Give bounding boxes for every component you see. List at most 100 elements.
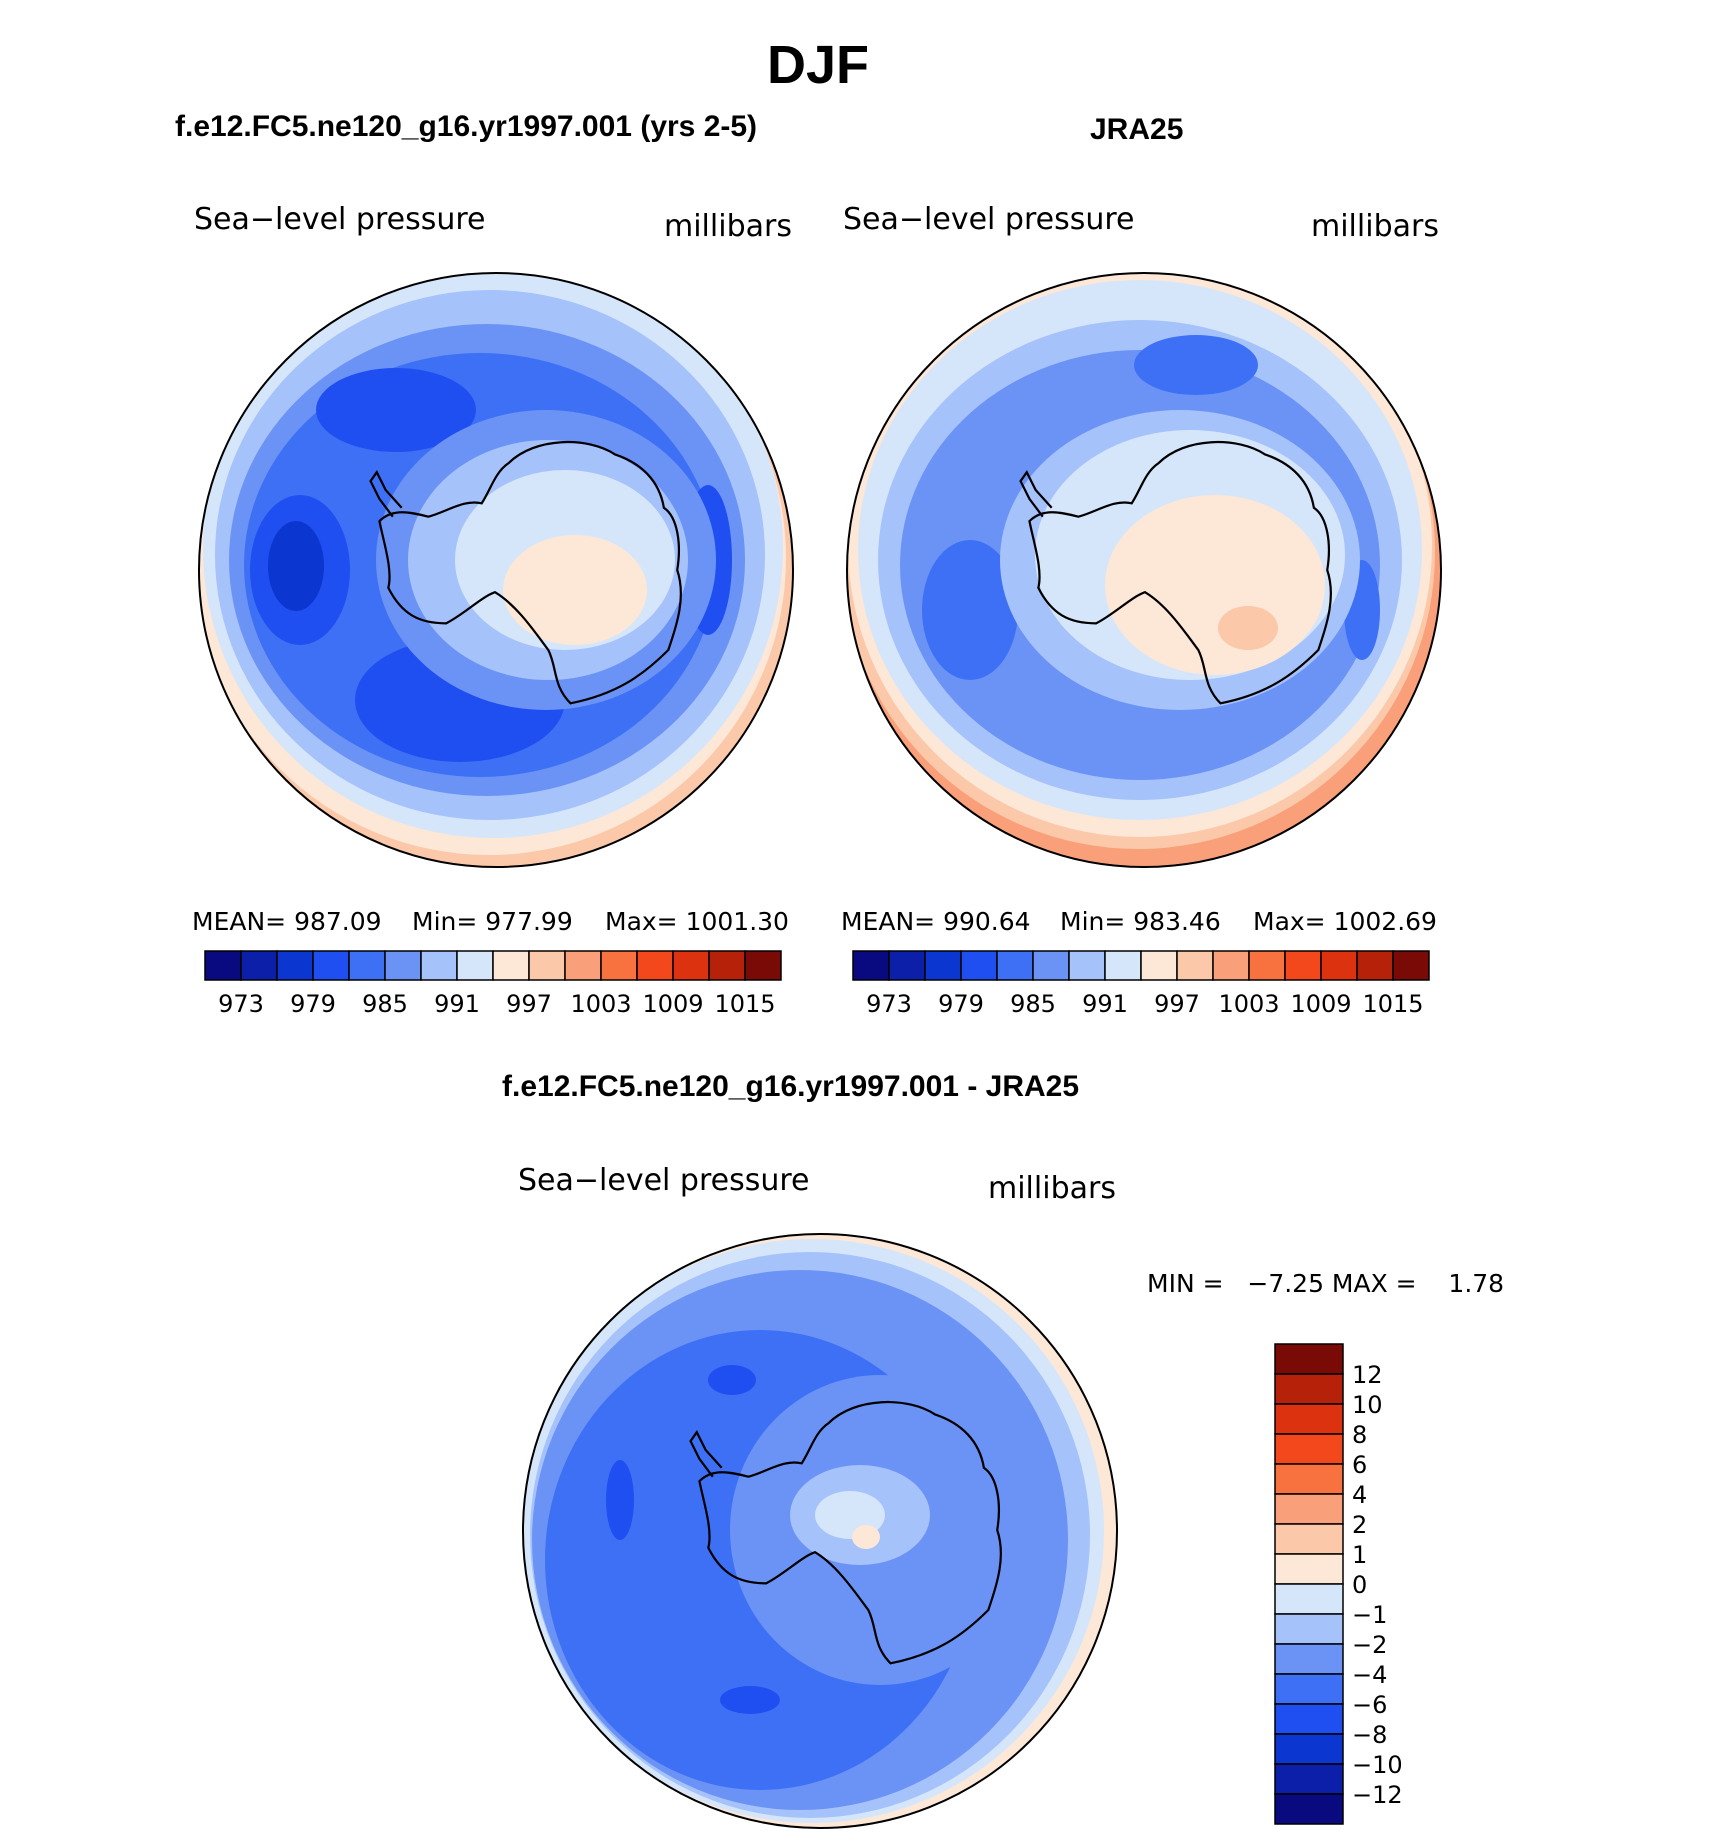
colorbar-swatch [1274,1433,1344,1465]
colorbar-swatch [204,950,242,981]
colorbar-swatch [240,950,278,981]
model-min-stat: Min= 977.99 [412,907,573,936]
colorbar-swatch [1274,1673,1344,1705]
colorbar-tick-label: −4 [1352,1661,1387,1689]
obs-units-label: millibars [1311,209,1439,244]
colorbar-tick-label: 4 [1352,1481,1367,1509]
colorbar-tick-label: 991 [434,990,480,1018]
colorbar-swatch [1392,950,1430,981]
colorbar-swatch [708,950,746,981]
colorbar-swatch [492,950,530,981]
colorbar-tick-label: 1003 [1218,990,1279,1018]
colorbar-tick-label: 2 [1352,1511,1367,1539]
colorbar-tick-label: −10 [1352,1751,1403,1779]
colorbar-swatch [1320,950,1358,981]
colorbar-tick-label: 1015 [714,990,775,1018]
colorbar-swatch [1274,1583,1344,1615]
colorbar-swatch [888,950,926,981]
diff-variable-label: Sea−level pressure [518,1163,810,1198]
obs-colorbar: 973 979 985 991 997 1003 1009 1015 [852,950,1430,1018]
colorbar-swatch [1248,950,1286,981]
colorbar-tick-label: 8 [1352,1421,1367,1449]
colorbar-swatch [1274,1793,1344,1825]
colorbar-swatch [348,950,386,981]
model-variable-label: Sea−level pressure [194,202,486,237]
colorbar-swatch [960,950,998,981]
colorbar-swatch [1274,1463,1344,1495]
colorbar-tick-label: 1009 [1290,990,1351,1018]
colorbar-swatch [852,950,890,981]
colorbar-swatch [564,950,602,981]
colorbar-tick-label: 985 [1010,990,1056,1018]
colorbar-swatch [1032,950,1070,981]
colorbar-swatch [1274,1643,1344,1675]
colorbar-tick-label: 1015 [1362,990,1423,1018]
colorbar-swatch [456,950,494,981]
colorbar-tick-label: 12 [1352,1361,1383,1389]
colorbar-swatch [1104,950,1142,981]
colorbar-tick-label: −8 [1352,1721,1387,1749]
colorbar-swatch [1274,1733,1344,1765]
colorbar-swatch [1284,950,1322,981]
obs-max-stat: Max= 1002.69 [1253,907,1437,936]
model-max-stat: Max= 1001.30 [605,907,789,936]
colorbar-tick-label: 0 [1352,1571,1367,1599]
colorbar-swatch [312,950,350,981]
colorbar-tick-label: 979 [290,990,336,1018]
colorbar-swatch [276,950,314,981]
colorbar-swatch [384,950,422,981]
colorbar-tick-label: 979 [938,990,984,1018]
colorbar-swatch [1274,1703,1344,1735]
colorbar-swatch [1356,950,1394,981]
colorbar-swatch [1274,1523,1344,1555]
colorbar-tick-label: −1 [1352,1601,1387,1629]
colorbar-tick-label: −2 [1352,1631,1387,1659]
diff-map-outline [522,1233,1118,1829]
colorbar-swatch [1140,950,1178,981]
colorbar-tick-label: 6 [1352,1451,1367,1479]
colorbar-tick-label: −6 [1352,1691,1387,1719]
model-panel-title: f.e12.FC5.ne120_g16.yr1997.001 (yrs 2-5) [175,110,758,143]
colorbar-swatch [1212,950,1250,981]
obs-min-stat: Min= 983.46 [1060,907,1221,936]
colorbar-tick-label: 985 [362,990,408,1018]
colorbar-tick-label: 997 [1154,990,1200,1018]
model-map-outline [198,272,794,868]
colorbar-swatch [1274,1763,1344,1795]
diff-map [523,1234,1117,1828]
obs-map [847,273,1441,867]
model-colorbar: 973 979 985 991 997 1003 1009 1015 [204,950,782,1018]
colorbar-swatch [528,950,566,981]
model-units-label: millibars [664,209,792,244]
colorbar-tick-label: 1009 [642,990,703,1018]
colorbar-swatch [1274,1373,1344,1405]
colorbar-swatch [996,950,1034,981]
colorbar-swatch [1274,1493,1344,1525]
colorbar-swatch [744,950,782,981]
diff-panel-title: f.e12.FC5.ne120_g16.yr1997.001 - JRA25 [502,1070,1080,1103]
colorbar-swatch [1274,1343,1344,1375]
model-map [199,273,793,867]
colorbar-tick-label: 1003 [570,990,631,1018]
colorbar-swatch [600,950,638,981]
colorbar-tick-label: −12 [1352,1781,1403,1809]
figure-title: DJF [766,35,869,95]
colorbar-swatch [636,950,674,981]
colorbar-swatch [1068,950,1106,981]
colorbar-tick-label: 973 [866,990,912,1018]
colorbar-swatch [1274,1403,1344,1435]
diff-minmax-stat: MIN = −7.25 MAX = 1.78 [1147,1269,1505,1298]
colorbar-swatch [1274,1553,1344,1585]
diff-units-label: millibars [988,1171,1116,1206]
model-mean-stat: MEAN= 987.09 [192,907,382,936]
colorbar-swatch [1274,1613,1344,1645]
colorbar-swatch [1176,950,1214,981]
obs-map-outline [846,272,1442,868]
colorbar-tick-label: 1 [1352,1541,1367,1569]
colorbar-tick-label: 10 [1352,1391,1383,1419]
obs-panel-title: JRA25 [1090,113,1184,146]
colorbar-tick-label: 973 [218,990,264,1018]
obs-variable-label: Sea−level pressure [843,202,1135,237]
colorbar-swatch [420,950,458,981]
